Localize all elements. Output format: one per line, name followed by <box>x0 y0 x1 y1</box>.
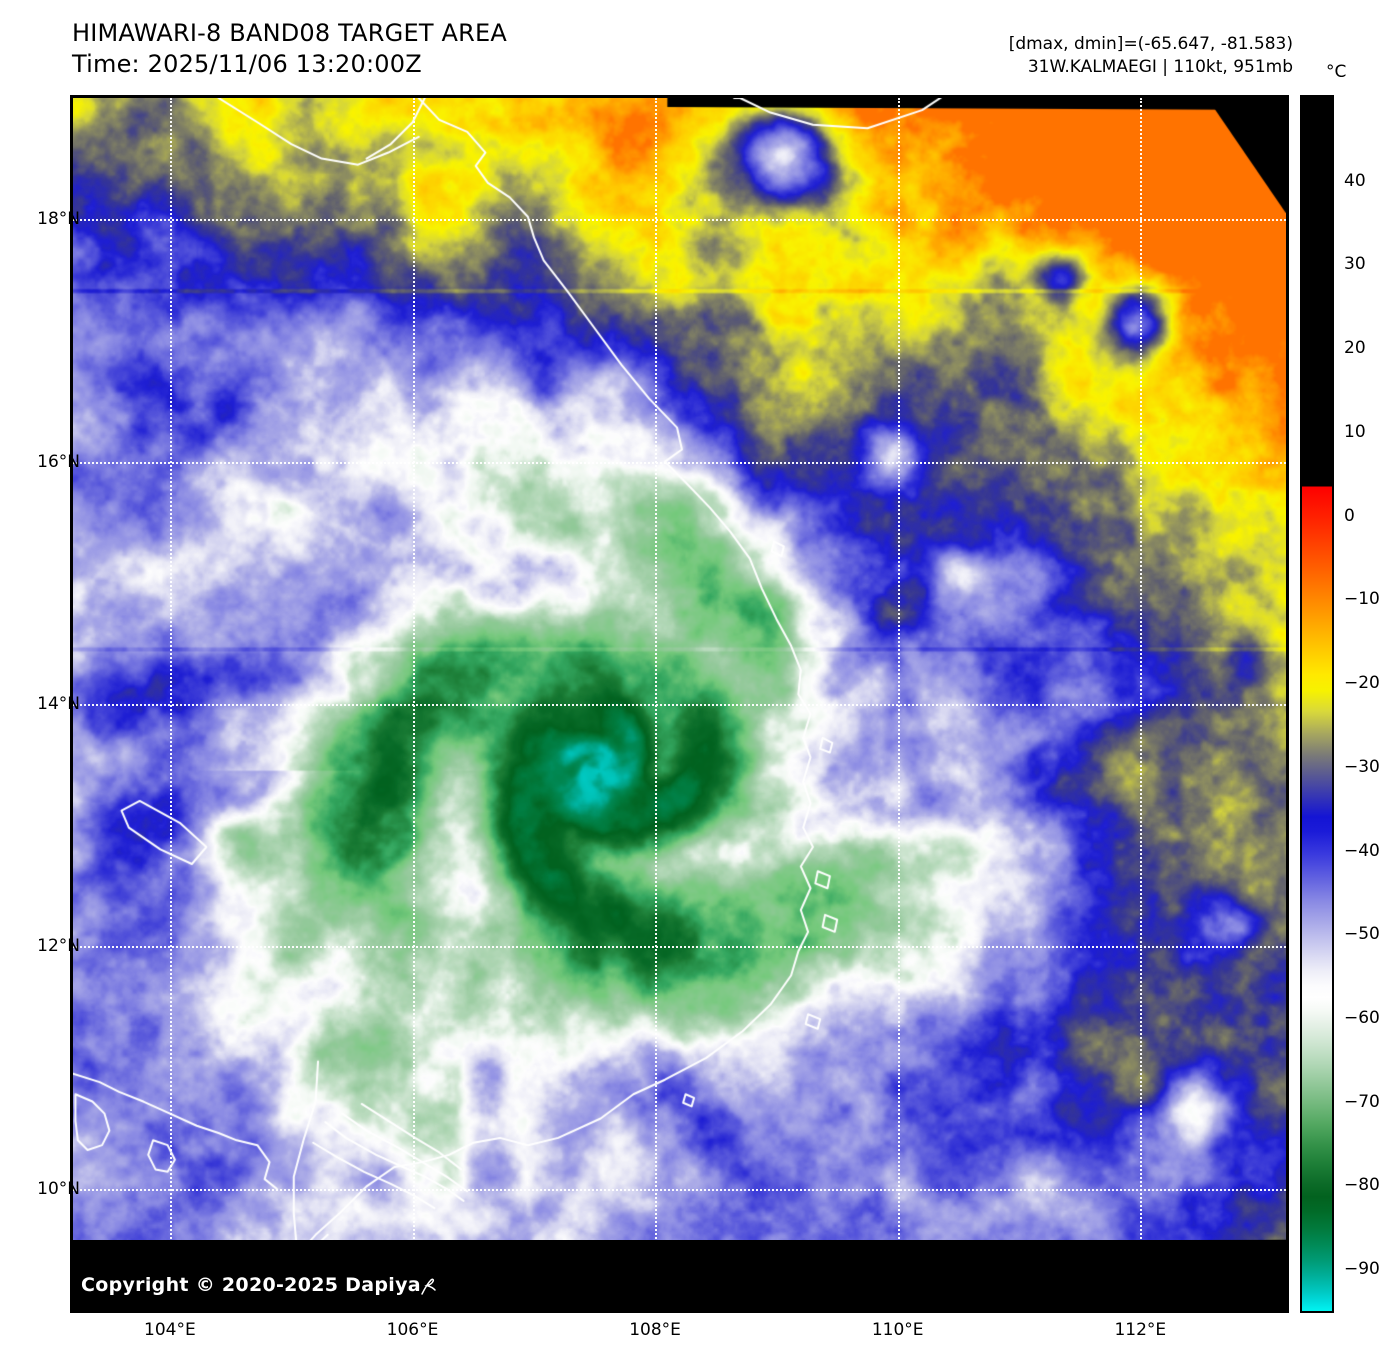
signature-icon <box>421 1278 436 1295</box>
longitude-tick-label: 112°E <box>1114 1320 1167 1340</box>
colorbar-tick-label: −40 <box>1344 840 1380 861</box>
longitude-tick-label: 110°E <box>871 1320 924 1340</box>
latitude-tick-label: 18°N <box>37 209 80 230</box>
latitude-tick-label: 10°N <box>37 1178 80 1199</box>
page-title: HIMAWARI-8 BAND08 TARGET AREA <box>72 19 507 47</box>
latitude-tick-label: 12°N <box>37 936 80 957</box>
satellite-image-plot[interactable]: Copyright © 2020-2025 Dapiya <box>70 95 1289 1313</box>
colorbar-unit-label: °C <box>1326 62 1347 82</box>
observation-time: Time: 2025/11/06 13:20:00Z <box>72 50 422 78</box>
nodata-bottom-bar: Copyright © 2020-2025 Dapiya <box>73 1240 1286 1310</box>
longitude-tick-label: 108°E <box>629 1320 681 1340</box>
latitude-tick-label: 14°N <box>37 694 80 714</box>
satellite-imagery-canvas <box>73 98 1286 1310</box>
colorbar-tick-label: −80 <box>1344 1175 1380 1196</box>
colorbar-tick-label: −20 <box>1344 673 1380 694</box>
colorbar-tick-label: −70 <box>1344 1091 1380 1112</box>
colorbar-tick-label: 40 <box>1344 170 1366 191</box>
colorbar-tick-label: 30 <box>1344 254 1366 275</box>
title-block: HIMAWARI-8 BAND08 TARGET AREA Time: 2025… <box>72 18 507 80</box>
colorbar-tick-label: −10 <box>1344 589 1380 610</box>
colorbar-tick-label: −30 <box>1344 756 1380 777</box>
copyright-label: Copyright © 2020-2025 Dapiya <box>81 1274 421 1296</box>
colorbar-tick-label: −90 <box>1344 1259 1380 1280</box>
colorbar-tick-label: 10 <box>1344 421 1366 442</box>
metadata-block: [dmax, dmin]=(-65.647, -81.583) 31W.KALM… <box>1009 33 1293 79</box>
storm-info-label: 31W.KALMAEGI | 110kt, 951mb <box>1027 57 1293 77</box>
colorbar[interactable]: 40 30 20 10 0 −10 −20 −30 −40 −50 −60 −70 −80 −90 <box>1300 95 1380 1313</box>
longitude-tick-label: 106°E <box>386 1320 439 1340</box>
colorbar-tick-label: −50 <box>1344 924 1380 945</box>
colorbar-gradient <box>1300 95 1334 1313</box>
colorbar-tick-label: −60 <box>1344 1007 1380 1028</box>
dmax-dmin-label: [dmax, dmin]=(-65.647, -81.583) <box>1008 34 1293 54</box>
colorbar-tick-label: 0 <box>1344 505 1355 526</box>
latitude-tick-label: 16°N <box>37 451 80 472</box>
longitude-tick-label: 104°E <box>144 1320 196 1340</box>
colorbar-tick-label: 20 <box>1344 338 1366 359</box>
